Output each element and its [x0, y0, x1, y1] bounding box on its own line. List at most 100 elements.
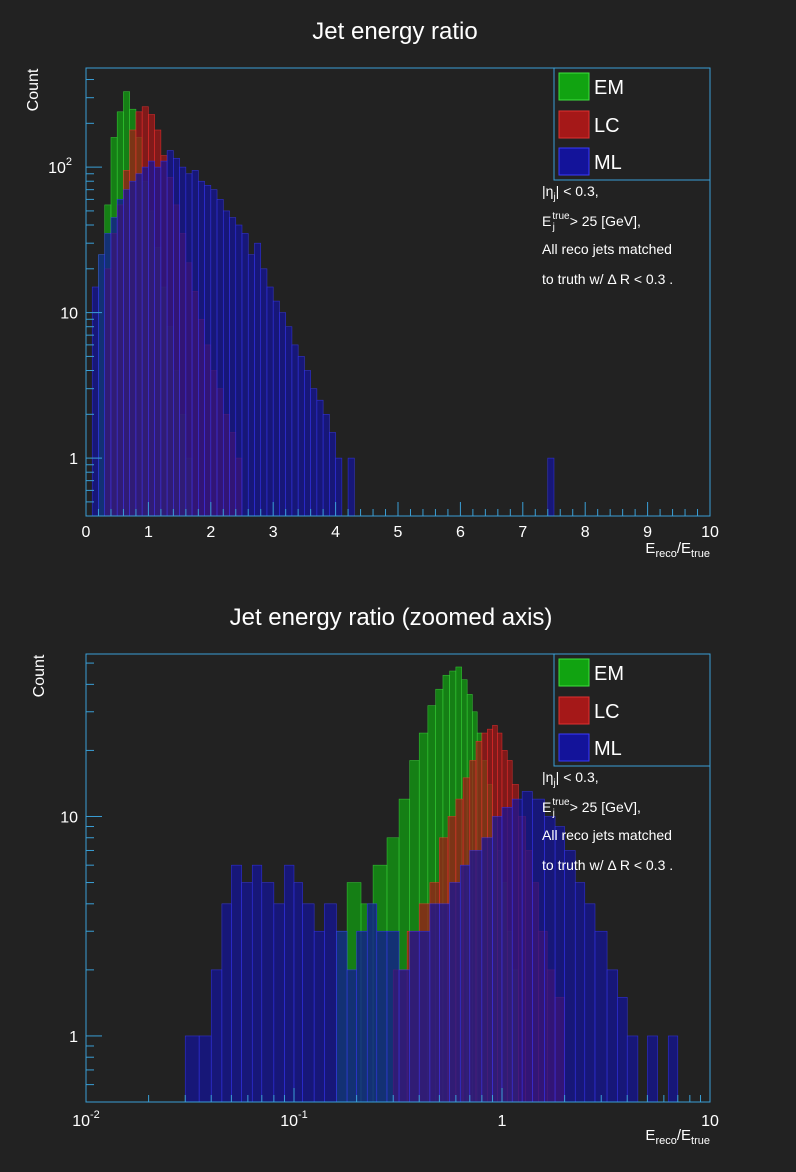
bottom-annotation-deltar: to truth w/ Δ R < 0.3 .: [542, 857, 673, 873]
bottom-bar-ml: [501, 807, 513, 1103]
top-bar-ml: [91, 286, 99, 517]
bottom-bar-ml: [366, 903, 378, 1103]
bottom-bar-ml: [386, 930, 400, 1103]
x-tick-label: 1: [144, 524, 153, 541]
bottom-bar-ml: [511, 798, 523, 1103]
bottom-bar-ml: [574, 882, 586, 1103]
bottom-bar-ml: [409, 930, 420, 1103]
bottom-annotation-eta: |ηj| < 0.3,: [542, 769, 599, 789]
top-bar-ml: [304, 370, 311, 517]
top-legend-label-ml: ML: [594, 152, 622, 174]
top-legend-swatch-lc: [558, 110, 590, 139]
y-tick-label: 1: [69, 1029, 78, 1046]
top-legend: EM LC ML: [553, 67, 711, 181]
bottom-bar-ml: [284, 864, 295, 1103]
bottom-bar-ml: [492, 816, 503, 1103]
x-tick-label: 8: [581, 524, 590, 541]
bottom-bar-ml: [429, 903, 440, 1103]
top-bar-ml: [254, 242, 262, 517]
top-annotation-matched: All reco jets matched: [542, 241, 672, 257]
top-bar-ml: [316, 399, 324, 517]
bottom-bar-ml: [273, 903, 285, 1103]
top-bar-ml: [104, 233, 112, 517]
bottom-legend-label-ml: ML: [594, 738, 622, 760]
top-annotation-deltar: to truth w/ Δ R < 0.3 .: [542, 271, 673, 287]
top-chart-title: Jet energy ratio: [312, 18, 477, 45]
bottom-bar-ml: [336, 930, 348, 1103]
top-bar-ml: [179, 166, 187, 517]
bottom-bar-ml: [459, 864, 471, 1103]
x-tick-label: 9: [643, 524, 652, 541]
bottom-bar-ml: [231, 864, 242, 1103]
bottom-bar-ml: [398, 969, 411, 1103]
bottom-bar-ml: [564, 850, 576, 1103]
top-bar-ml: [204, 184, 212, 517]
x-tick-label: 7: [518, 524, 527, 541]
bottom-bar-ml: [439, 903, 450, 1103]
y-tick-label: 10: [60, 809, 78, 826]
x-tick-label: 1: [498, 1113, 507, 1130]
x-tick-label: 3: [269, 524, 278, 541]
bottom-bar-ml: [251, 864, 263, 1103]
top-bar-ml: [98, 254, 106, 517]
top-legend-label-em: EM: [594, 77, 624, 99]
bottom-bar-ml: [184, 1035, 200, 1103]
bottom-legend-swatch-lc: [558, 696, 590, 725]
top-bar-ml: [241, 233, 249, 517]
top-bar-ml: [347, 457, 355, 517]
bottom-legend-label-lc: LC: [594, 701, 620, 723]
bottom-bar-ml: [532, 798, 545, 1103]
top-bar-ml: [154, 166, 162, 517]
x-tick-label: 2: [206, 524, 215, 541]
bottom-bar-ml: [647, 1035, 658, 1103]
top-bar-ml: [148, 160, 155, 517]
bottom-legend-swatch-ml: [558, 733, 590, 762]
bottom-bar-ml: [313, 930, 325, 1103]
top-legend-swatch-ml: [558, 147, 590, 176]
bottom-bar-ml: [418, 930, 431, 1103]
bottom-bar-ml: [376, 930, 388, 1103]
bottom-annotations: |ηj| < 0.3, Etrue j > 25 [GeV], All reco …: [542, 769, 673, 873]
bottom-bar-ml: [221, 903, 232, 1103]
top-bar-ml: [547, 457, 555, 517]
top-bar-ml: [129, 180, 137, 517]
top-legend-label-lc: LC: [594, 115, 620, 137]
bottom-y-axis-label: Count: [31, 654, 48, 697]
top-bar-ml: [310, 388, 318, 517]
bottom-chart-title: Jet energy ratio (zoomed axis): [230, 604, 553, 631]
top-bar-ml: [266, 286, 274, 517]
bottom-bar-ml: [626, 1035, 639, 1103]
top-bar-ml: [116, 199, 124, 517]
bottom-annotation-matched: All reco jets matched: [542, 827, 672, 843]
bottom-bar-ml: [521, 791, 533, 1103]
bottom-bar-ml: [617, 996, 628, 1103]
bottom-chart: Jet energy ratio (zoomed axis) 10-2 10-1 1…: [31, 604, 719, 1147]
top-bar-ml: [222, 210, 230, 517]
x-tick-label: 4: [331, 524, 340, 541]
x-tick-label: 0: [82, 524, 91, 541]
bottom-legend-label-em: EM: [594, 663, 624, 685]
bottom-bar-ml: [584, 903, 596, 1103]
bottom-chart-frame: [85, 653, 711, 1103]
bottom-bar-ml: [469, 850, 483, 1103]
bottom-series-ml: [184, 791, 679, 1103]
top-bar-ml: [285, 326, 293, 517]
y-tick-label: 1: [69, 451, 78, 468]
bottom-bar-ml: [356, 930, 368, 1103]
top-bar-ml: [329, 432, 336, 517]
bottom-bar-ml: [261, 882, 275, 1103]
top-chart-bars: [91, 91, 555, 517]
top-bar-ml: [173, 157, 180, 517]
bottom-bar-ml: [198, 1035, 212, 1103]
top-bar-ml: [185, 173, 193, 517]
bottom-bar-ml: [594, 930, 608, 1103]
top-bar-ml: [110, 217, 118, 517]
top-legend-swatch-em: [558, 72, 590, 101]
top-annotations: |ηj| < 0.3, Etrue j > 25 [GeV], All reco …: [542, 183, 673, 287]
top-bar-ml: [198, 180, 205, 517]
top-bar-ml: [279, 312, 286, 517]
top-bar-ml: [260, 268, 268, 517]
